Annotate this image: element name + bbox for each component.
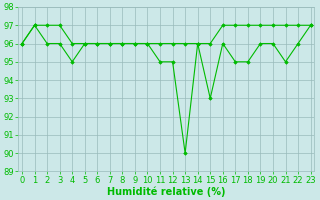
X-axis label: Humidité relative (%): Humidité relative (%) <box>107 186 226 197</box>
